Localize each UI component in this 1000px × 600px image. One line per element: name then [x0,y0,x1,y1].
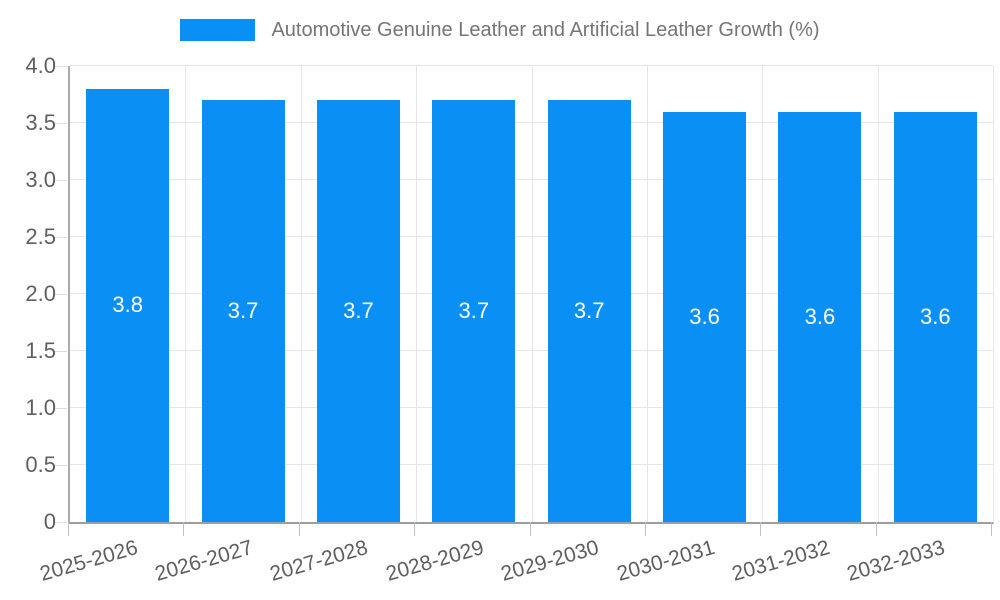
y-axis-tick [55,408,67,409]
x-axis-tick [414,522,416,536]
y-axis-label: 3.5 [25,110,56,135]
gridline-x [531,66,533,522]
y-axis-tick [55,351,67,352]
y-axis-label: 4.0 [25,53,56,78]
gridline-x [762,66,764,522]
y-axis-tick [55,180,67,181]
y-axis-tick [55,294,67,295]
bar-value-label: 3.7 [458,298,490,324]
y-axis-tick [55,465,67,466]
x-axis-tick [68,522,69,536]
bar: 3.6 [778,111,862,522]
bar-value-label: 3.7 [573,298,605,324]
y-axis-tick [55,123,67,124]
gridline-x [416,66,418,522]
bar: 3.8 [86,88,170,522]
gridline-x [646,66,648,522]
y-axis-label: 2.0 [25,281,56,306]
y-axis-label: 3.0 [25,167,56,192]
bar-value-label: 3.8 [112,292,143,318]
gridline-y [70,65,993,66]
gridline-x [300,66,302,522]
y-axis-label: 0.5 [25,452,56,477]
bar-value-label: 3.6 [920,303,951,329]
y-axis-tick [55,237,67,238]
bar-value-label: 3.6 [804,303,836,329]
y-axis-tick [55,522,67,523]
bar: 3.7 [432,100,516,522]
bar-value-label: 3.7 [343,298,374,324]
bar: 3.7 [316,100,400,522]
bar: 3.7 [547,100,631,522]
bar-value-label: 3.6 [689,303,720,329]
x-axis-tick [644,522,646,536]
y-axis-label: 1.0 [25,395,56,420]
bar-value-label: 3.7 [227,298,259,324]
x-axis-tick [760,522,762,536]
legend-swatch [180,19,256,41]
y-axis-label: 2.5 [25,224,56,249]
legend-label: Automotive Genuine Leather and Artificia… [271,18,820,41]
legend: Automotive Genuine Leather and Artificia… [0,16,1000,44]
x-axis-tick [991,522,992,536]
x-axis-tick [183,522,185,536]
y-axis-tick [55,66,67,67]
bar: 3.7 [201,100,285,522]
y-axis-label: 0 [43,509,56,534]
gridline-x [185,66,187,522]
y-axis-label: 1.5 [25,338,56,363]
x-axis-tick [529,522,531,536]
x-axis-tick [875,522,877,536]
plot-area: 3.8 3.7 3.7 3.7 3.7 3.6 3.6 3.6 [68,65,994,524]
bar: 3.6 [893,111,977,522]
gridline-x [877,66,879,522]
x-axis-tick [298,522,300,536]
bar: 3.6 [663,111,747,522]
